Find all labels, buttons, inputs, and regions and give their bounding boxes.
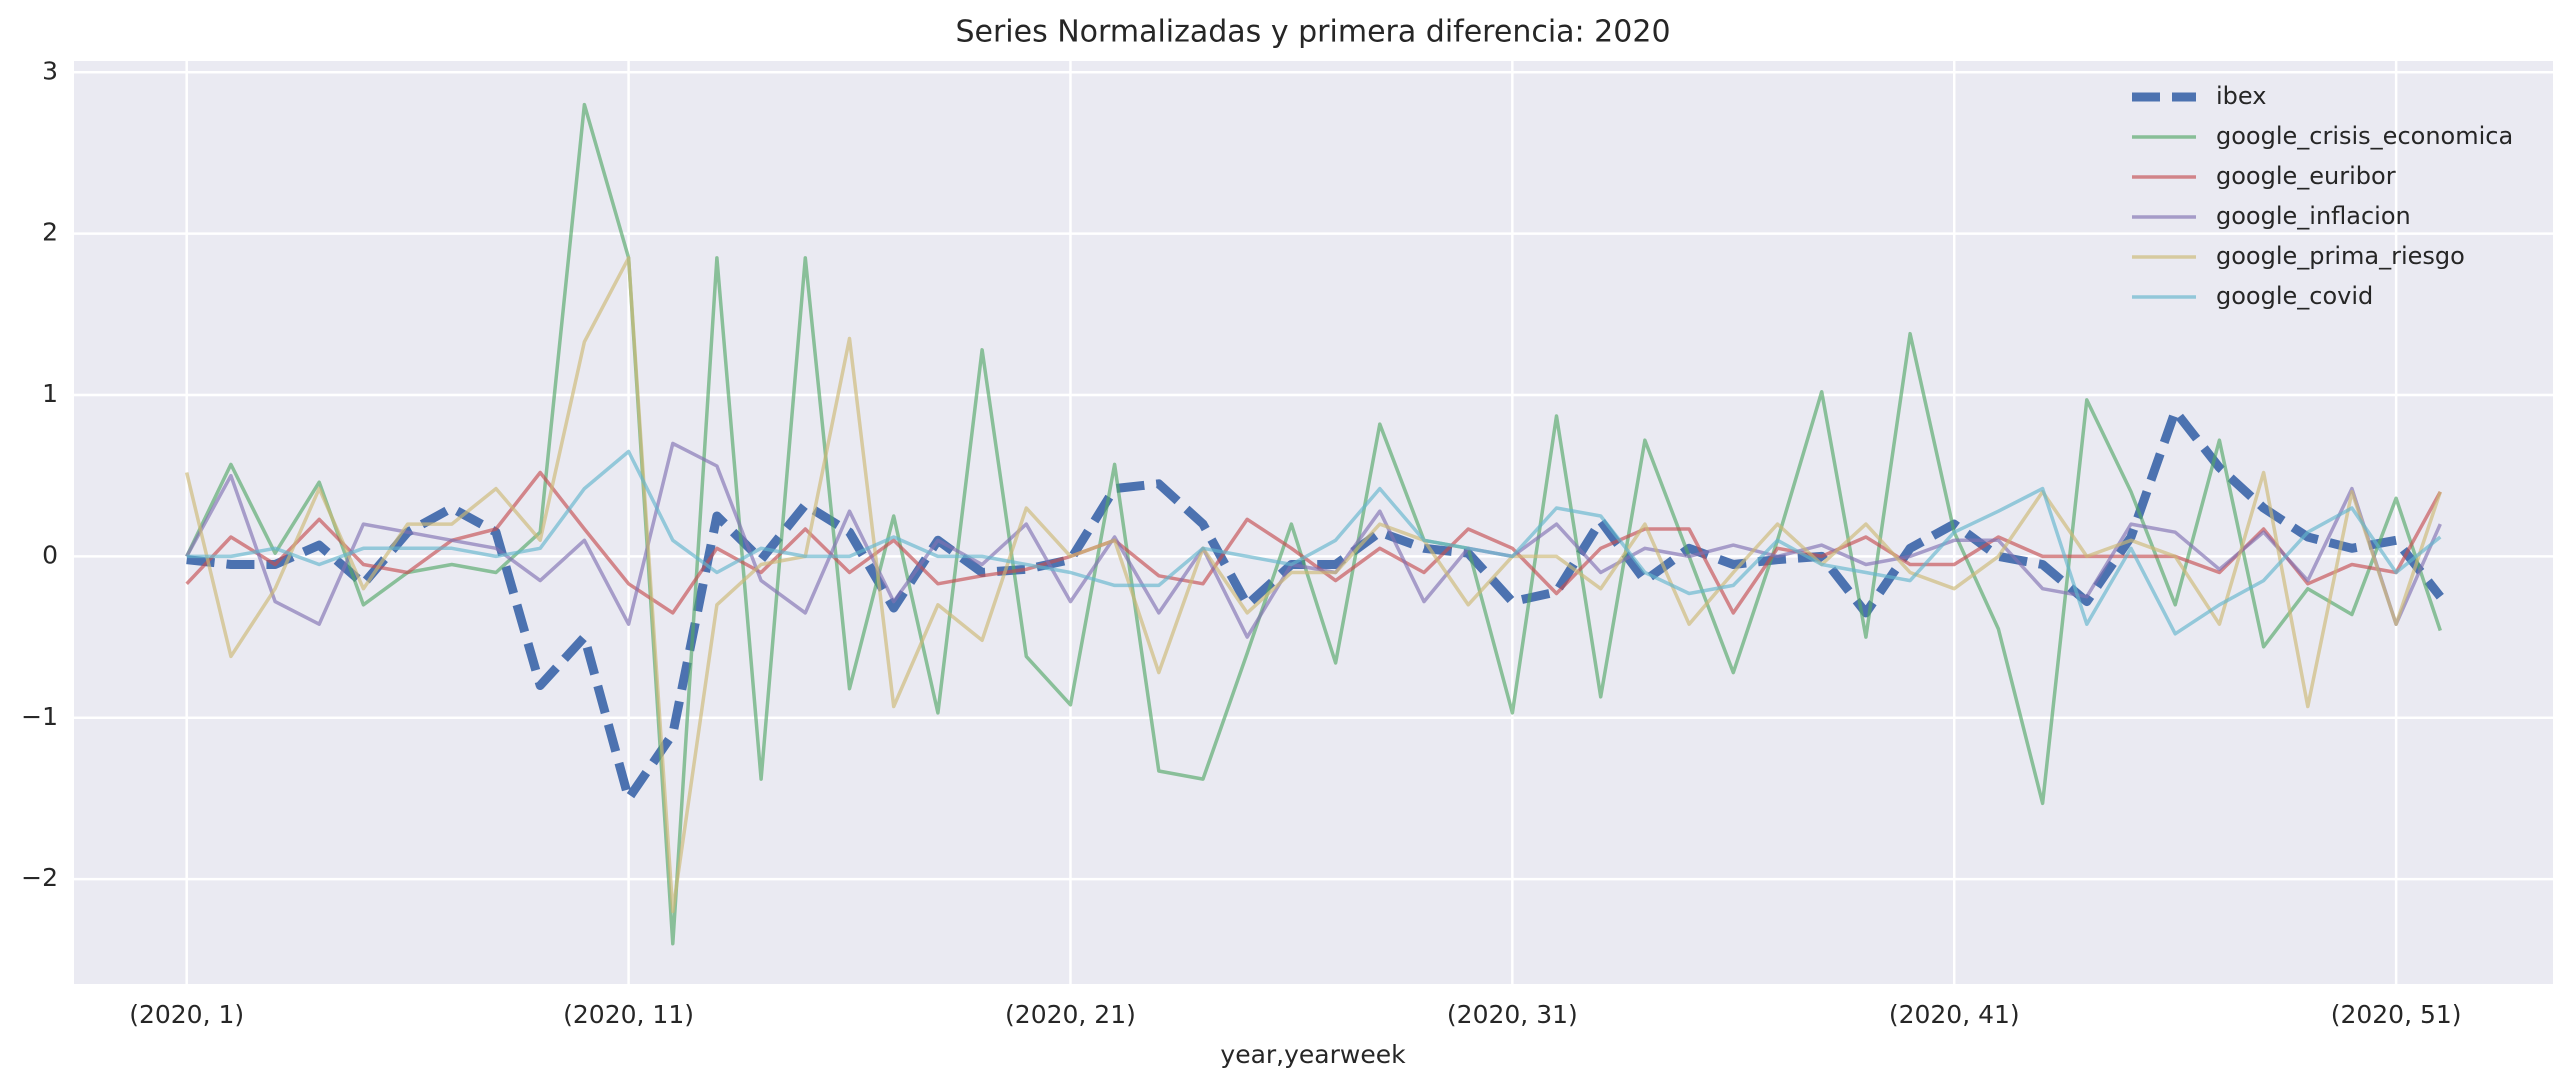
legend-label: google_covid	[2216, 282, 2373, 310]
x-tick-label: (2020, 21)	[1005, 1000, 1136, 1029]
y-tick-label: 3	[42, 56, 58, 85]
legend-label: ibex	[2216, 82, 2266, 110]
y-tick-label: 1	[42, 379, 58, 408]
legend-label: google_crisis_economica	[2216, 122, 2513, 150]
series-line	[186, 449, 2442, 636]
legend-label: google_inflacion	[2216, 202, 2411, 230]
series-line	[185, 441, 2442, 639]
y-tick-label: −2	[21, 863, 58, 892]
y-tick-label: 2	[42, 218, 58, 247]
x-axis-label: year,yearweek	[1220, 1040, 1406, 1069]
x-tick-label: (2020, 11)	[563, 1000, 694, 1029]
legend-label: google_prima_riesgo	[2216, 242, 2465, 270]
legend-label: google_euribor	[2216, 162, 2396, 190]
x-tick-label: (2020, 31)	[1447, 1000, 1578, 1029]
series-line	[185, 102, 2442, 946]
series-line	[184, 256, 2442, 914]
y-tick-label: 0	[42, 540, 58, 569]
x-tick-label: (2020, 1)	[129, 1000, 244, 1029]
x-tick-label: (2020, 51)	[2331, 1000, 2462, 1029]
y-tick-label: −1	[21, 702, 58, 731]
chart-title: Series Normalizadas y primera diferencia…	[955, 15, 1670, 50]
plot-area	[74, 61, 2553, 984]
x-tick-label: (2020, 41)	[1889, 1000, 2020, 1029]
